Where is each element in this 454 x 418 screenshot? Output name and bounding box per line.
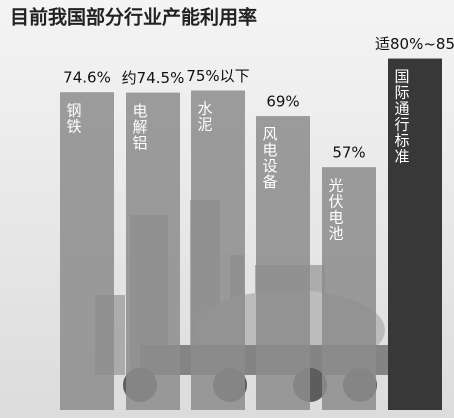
bar — [126, 92, 180, 410]
chart-title: 目前我国部分行业产能利用率 — [10, 6, 257, 29]
value-label: 57% — [332, 144, 365, 162]
category-label: 光伏电池 — [327, 177, 345, 241]
value-label: 适80%~85 — [375, 35, 454, 53]
category-label: 国际通行标准 — [393, 69, 411, 165]
bar — [388, 58, 442, 411]
value-label: 75%以下 — [186, 67, 249, 85]
bar — [191, 90, 245, 410]
category-label: 风电设备 — [261, 126, 279, 190]
value-label: 约74.5% — [122, 69, 185, 87]
bar — [322, 167, 376, 410]
value-label: 69% — [266, 93, 299, 111]
category-label: 水泥 — [196, 101, 214, 133]
bar — [60, 92, 114, 410]
category-label: 电解铝 — [131, 103, 149, 151]
category-label: 钢铁 — [65, 102, 83, 134]
value-label: 74.6% — [63, 69, 111, 87]
bar — [256, 116, 310, 410]
